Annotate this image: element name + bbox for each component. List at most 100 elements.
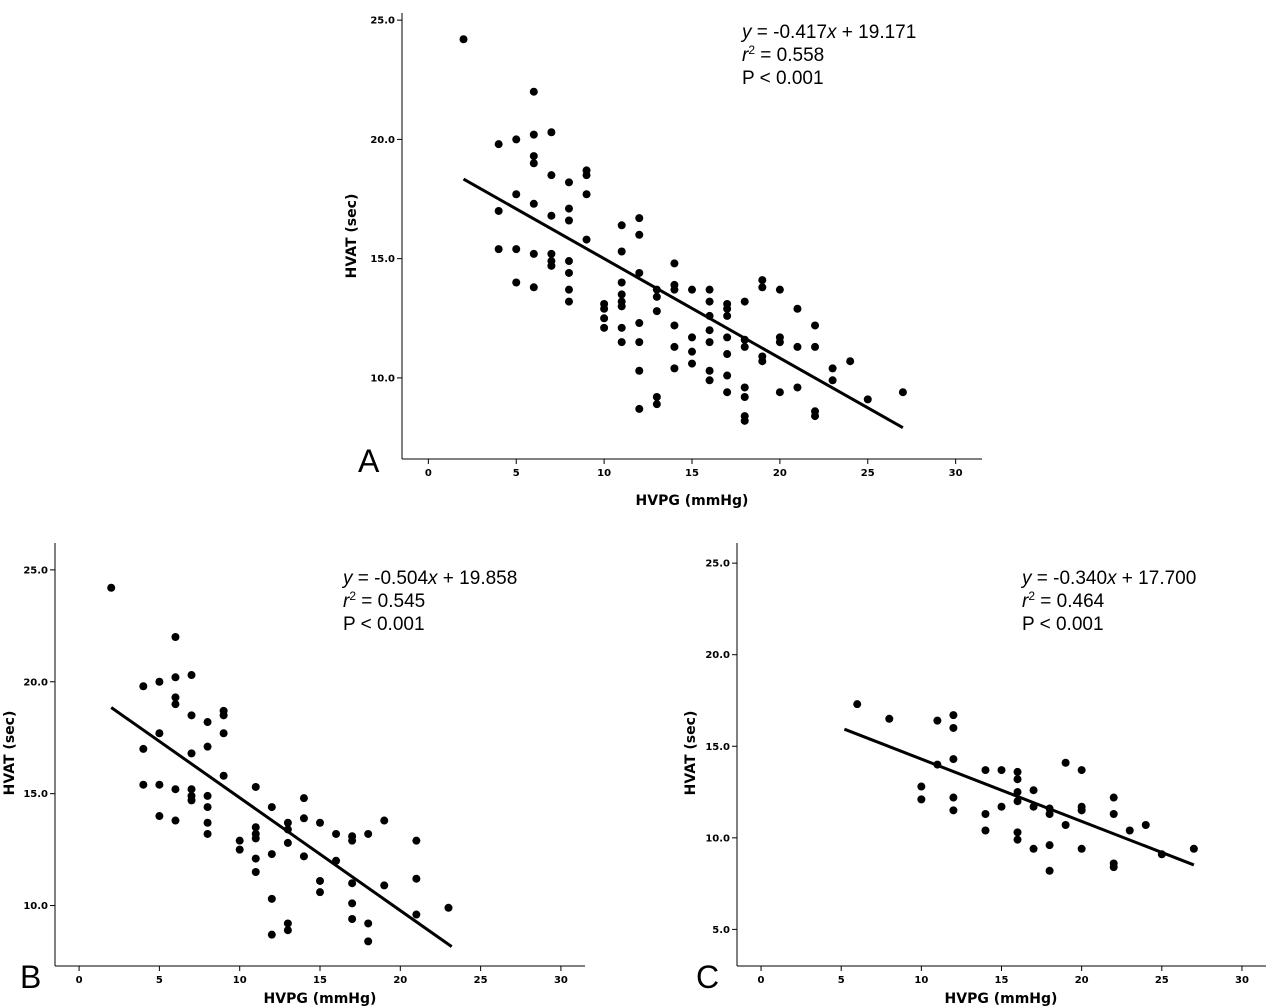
x-tick-label: 25 (861, 468, 875, 479)
data-point (705, 311, 714, 320)
data-point (494, 206, 503, 215)
x-tick-label: 15 (995, 975, 1009, 986)
p-value: P < 0.001 (742, 68, 824, 89)
data-point (564, 216, 573, 225)
data-point (775, 388, 784, 397)
panel-letter: B (20, 959, 41, 995)
regression-equation: y = -0.504x + 19.858 (341, 568, 517, 589)
data-point (316, 888, 324, 897)
r-superscript: 2 (349, 589, 356, 603)
data-point (364, 829, 373, 838)
data-point (740, 297, 749, 306)
data-point (412, 874, 421, 883)
data-point (582, 190, 591, 199)
eq-x: x (1106, 568, 1118, 589)
data-point (635, 319, 644, 328)
data-point (1013, 775, 1022, 784)
data-point (187, 796, 196, 805)
data-point (635, 268, 644, 277)
data-point (364, 937, 373, 946)
r-value: = 0.558 (755, 45, 824, 66)
data-point (316, 876, 324, 885)
data-point (171, 633, 180, 641)
data-point (1157, 850, 1166, 859)
data-point (1013, 797, 1022, 806)
data-point (564, 178, 573, 187)
data-point (219, 771, 228, 780)
data-point (1045, 804, 1054, 813)
data-point (529, 159, 538, 168)
r-label: r (343, 591, 350, 612)
data-point (617, 338, 626, 347)
data-point (512, 135, 521, 144)
data-point (981, 766, 990, 775)
data-point (547, 211, 556, 220)
x-tick-label: 10 (233, 975, 247, 986)
data-point (380, 881, 389, 890)
data-point (283, 818, 292, 827)
data-point (564, 268, 573, 277)
eq-intercept: + 19.171 (837, 22, 917, 43)
data-point (723, 388, 732, 397)
regression-line (462, 177, 904, 430)
r-squared: r2 = 0.545 (343, 589, 425, 612)
x-axis-title: HVPG (mmHg) (636, 493, 749, 509)
eq-coef: = -0.417 (752, 22, 828, 43)
data-point (705, 338, 714, 347)
data-point (1109, 863, 1118, 872)
data-point (412, 910, 421, 919)
data-point (203, 718, 212, 727)
data-point (617, 302, 626, 311)
data-point (332, 829, 341, 838)
data-point (512, 245, 521, 254)
x-tick-label: 15 (685, 468, 699, 479)
data-point (635, 338, 644, 347)
data-point (203, 791, 212, 800)
eq-x: x (427, 568, 439, 589)
data-point (564, 204, 573, 213)
data-point (1109, 793, 1118, 802)
data-point (600, 323, 609, 332)
x-tick-label: 30 (554, 975, 568, 986)
data-point (267, 850, 276, 859)
data-point (251, 782, 260, 791)
data-point (740, 383, 749, 392)
data-point (949, 793, 958, 802)
data-point (898, 388, 907, 397)
panel-letter: A (358, 443, 380, 479)
data-point (1061, 821, 1070, 829)
data-point (949, 711, 958, 720)
r-superscript: 2 (748, 43, 755, 57)
data-point (811, 321, 820, 330)
data-point (723, 333, 732, 342)
x-tick-label: 5 (513, 468, 520, 479)
eq-var: y (740, 22, 753, 43)
data-point (1045, 810, 1054, 819)
data-point (670, 321, 679, 330)
panel-a: 10.0 15.0 20.0 25.0 0 5 10 15 20 25 30 HVPG (mmHg) H… (344, 13, 982, 509)
data-point (283, 825, 292, 834)
data-point (547, 128, 556, 137)
data-point (1109, 810, 1118, 819)
data-point (267, 930, 276, 939)
data-point (348, 836, 357, 845)
p-value: P < 0.001 (343, 614, 425, 635)
data-point (251, 868, 260, 876)
y-axis-title: HVAT (sec) (683, 711, 699, 796)
data-point (564, 257, 573, 266)
data-point (444, 903, 453, 912)
data-point (316, 818, 324, 827)
data-point (949, 806, 958, 815)
data-point (364, 919, 373, 928)
data-point (235, 845, 244, 854)
data-point (171, 693, 180, 702)
y-tick-label: 20.0 (370, 135, 395, 146)
y-tick-label: 15.0 (705, 742, 730, 753)
data-point (187, 749, 196, 758)
y-tick-label: 20.0 (23, 677, 48, 688)
data-point (171, 785, 180, 794)
data-point (1077, 844, 1086, 853)
x-tick-label: 0 (76, 975, 83, 986)
data-point (235, 836, 244, 845)
data-point (828, 364, 837, 373)
